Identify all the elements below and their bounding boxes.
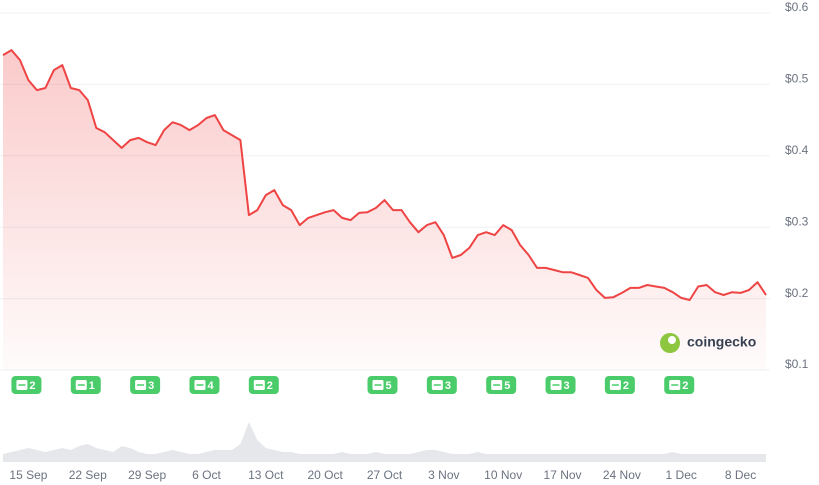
news-count: 5 xyxy=(504,380,510,392)
news-count: 5 xyxy=(386,380,392,392)
x-tick-label: 1 Dec xyxy=(666,468,697,482)
x-tick-label: 13 Oct xyxy=(248,468,284,482)
news-badge: 2 xyxy=(604,376,635,394)
news-badge: 2 xyxy=(248,376,279,394)
price-area xyxy=(3,50,766,370)
logo-eye xyxy=(668,336,676,344)
y-tick-label: $0.4 xyxy=(785,143,809,157)
news-count: 1 xyxy=(89,380,95,392)
news-count: 3 xyxy=(564,380,570,392)
news-badge: 3 xyxy=(545,376,576,394)
news-count: 3 xyxy=(148,380,154,392)
x-tick-label: 6 Oct xyxy=(192,468,221,482)
news-badge: 5 xyxy=(486,376,517,394)
news-count: 3 xyxy=(445,380,451,392)
y-tick-label: $0.1 xyxy=(785,357,809,371)
x-tick-label: 29 Sep xyxy=(128,468,166,482)
news-badge: 3 xyxy=(426,376,457,394)
y-tick-label: $0.2 xyxy=(785,286,809,300)
news-count: 2 xyxy=(29,380,35,392)
price-line xyxy=(2,49,767,301)
news-badge: 4 xyxy=(189,376,220,394)
x-tick-label: 3 Nov xyxy=(428,468,459,482)
x-tick-label: 27 Oct xyxy=(367,468,403,482)
news-count: 2 xyxy=(682,380,688,392)
news-count: 2 xyxy=(623,380,629,392)
news-count: 2 xyxy=(267,380,273,392)
watermark-text: coingecko xyxy=(687,334,756,350)
x-tick-label: 20 Oct xyxy=(307,468,343,482)
y-tick-label: $0.3 xyxy=(785,214,809,228)
news-badge: 1 xyxy=(70,376,101,394)
news-badge: 2 xyxy=(11,376,42,394)
news-count: 4 xyxy=(207,380,214,392)
x-tick-label: 8 Dec xyxy=(725,468,756,482)
y-tick-label: $0.5 xyxy=(785,72,809,86)
news-badge: 3 xyxy=(130,376,161,394)
news-badge: 2 xyxy=(664,376,695,394)
y-tick-label: $0.6 xyxy=(785,0,809,14)
x-tick-label: 22 Sep xyxy=(69,468,107,482)
x-tick-label: 10 Nov xyxy=(484,468,522,482)
x-tick-label: 15 Sep xyxy=(9,468,47,482)
x-tick-label: 17 Nov xyxy=(544,468,582,482)
news-badge: 5 xyxy=(367,376,398,394)
watermark: coingecko xyxy=(660,333,756,353)
x-tick-label: 24 Nov xyxy=(603,468,641,482)
volume-area xyxy=(3,422,766,462)
